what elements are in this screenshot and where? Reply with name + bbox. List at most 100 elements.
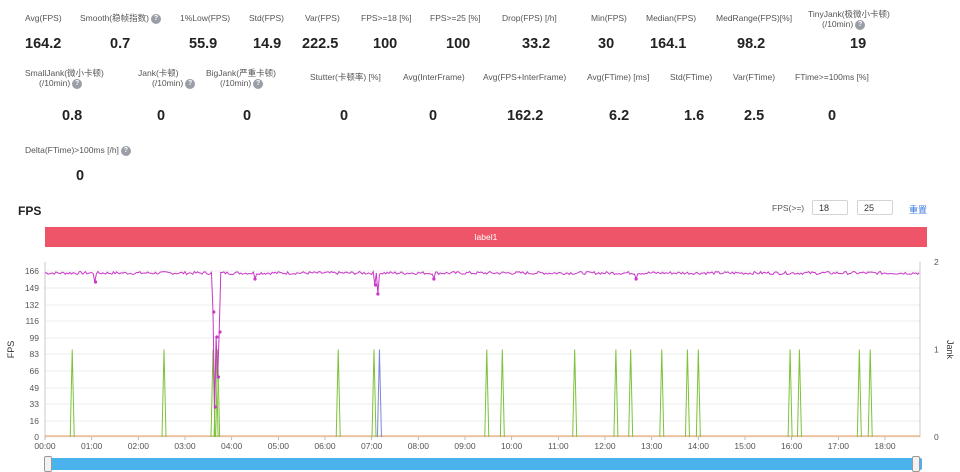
metric-label-text: FPS>=25 [%] xyxy=(430,13,481,23)
metric-label-text: SmallJank(微小卡顿) xyxy=(25,68,104,78)
metric-label-text: Avg(FPS) xyxy=(25,13,62,23)
y2-tick-label: 2 xyxy=(934,257,939,267)
x-tick-label: 18:00 xyxy=(874,441,896,451)
metric-label: 1%Low(FPS) xyxy=(180,13,230,23)
metric-value: 30 xyxy=(598,36,615,52)
y-axis-title: FPS xyxy=(6,341,16,359)
help-icon[interactable]: ? xyxy=(185,78,196,89)
x-tick-label: 08:00 xyxy=(408,441,430,451)
reset-link[interactable]: 重置 xyxy=(909,205,928,215)
metric-label-text: Drop(FPS) [/h] xyxy=(502,13,557,23)
y-tick-label: 49 xyxy=(30,383,40,393)
y2-tick-label: 1 xyxy=(934,345,939,355)
metric-value: 164.2 xyxy=(25,36,62,52)
x-tick-label: 07:00 xyxy=(361,441,383,451)
fps-threshold-input-2[interactable] xyxy=(857,200,893,215)
metric-value: 6.2 xyxy=(609,108,630,124)
help-icon[interactable]: ? xyxy=(253,78,264,89)
metric-label: Smooth(稳帧指数)? xyxy=(80,13,161,24)
metric-label-text: BigJank(严重卡顿) xyxy=(206,68,276,78)
metric-value: 98.2 xyxy=(737,36,766,52)
help-icon[interactable]: ? xyxy=(120,145,131,156)
jank-spike xyxy=(856,349,862,438)
metric-label-unit: (/10min) xyxy=(822,19,854,29)
metric-value: 33.2 xyxy=(522,36,551,52)
jank-spike xyxy=(335,349,341,438)
metric-label-text: Smooth(稳帧指数) xyxy=(80,13,149,23)
metric-label: Delta(FTime)>100ms [/h]? xyxy=(25,145,131,156)
help-icon[interactable]: ? xyxy=(72,78,83,89)
metric-value: 0 xyxy=(429,108,438,124)
jank-spike xyxy=(484,349,490,438)
slider-handle-left[interactable] xyxy=(44,456,52,472)
jank-spike xyxy=(371,349,377,438)
metric-value: 0 xyxy=(828,108,837,124)
metric-label: BigJank(严重卡顿) (/10min)? xyxy=(206,68,276,89)
x-tick-label: 11:00 xyxy=(548,441,569,451)
metric-label-unit: (/10min) xyxy=(220,78,252,88)
metric-label: FPS>=18 [%] xyxy=(361,13,412,23)
help-icon[interactable]: ? xyxy=(855,19,866,30)
y-tick-label: 33 xyxy=(30,399,40,409)
metric-label-text: Median(FPS) xyxy=(646,13,697,23)
metric-label-text: Delta(FTime)>100ms [/h] xyxy=(25,145,119,155)
metric-value: 0.7 xyxy=(110,36,131,52)
y-tick-label: 66 xyxy=(30,366,40,376)
metric-label-unit: (/10min) xyxy=(39,78,71,88)
metric-label-text: Min(FPS) xyxy=(591,13,627,23)
fps-line xyxy=(44,270,920,408)
fps-dip-point xyxy=(376,292,380,296)
metric-label-text: TinyJank(极微小卡顿) xyxy=(808,9,890,19)
metric-value: 100 xyxy=(446,36,471,52)
fps-dip-point xyxy=(373,283,378,287)
x-tick-label: 04:00 xyxy=(221,441,243,451)
metric-label: Avg(FPS+InterFrame) xyxy=(483,72,566,82)
y-tick-label: 83 xyxy=(30,349,40,359)
y-tick-label: 149 xyxy=(25,283,39,293)
jank-spike xyxy=(796,349,802,438)
metric-label: SmallJank(微小卡顿) (/10min)? xyxy=(25,68,104,89)
metric-label: TinyJank(极微小卡顿) (/10min)? xyxy=(808,9,890,30)
metric-value: 2.5 xyxy=(744,108,765,124)
x-tick-label: 05:00 xyxy=(268,441,290,451)
metric-label: Jank(卡顿) (/10min)? xyxy=(138,68,196,89)
help-icon[interactable]: ? xyxy=(150,13,161,24)
metric-value: 55.9 xyxy=(189,36,218,52)
metric-label: Stutter(卡顿率) [%] xyxy=(310,72,381,82)
metric-value: 0.8 xyxy=(62,108,83,124)
jank-spike xyxy=(69,349,75,438)
y-tick-label: 132 xyxy=(25,300,39,310)
metric-label: Std(FTime) xyxy=(670,72,712,82)
metric-label-text: Avg(FTime) [ms] xyxy=(587,72,650,82)
jank-spike xyxy=(695,349,701,438)
fps-dip-point xyxy=(216,375,221,379)
fps-threshold-label: FPS(>=) xyxy=(772,203,805,213)
metric-label-text: Std(FPS) xyxy=(249,13,284,23)
jank-spike xyxy=(376,349,382,438)
metric-label: Drop(FPS) [/h] xyxy=(502,13,557,23)
fps-dip-point xyxy=(93,280,98,284)
label-bar[interactable]: label1 xyxy=(45,227,927,247)
metric-label-text: Var(FTime) xyxy=(733,72,776,82)
x-tick-label: 15:00 xyxy=(734,441,756,451)
metric-label-text: Jank(卡顿) xyxy=(138,68,179,78)
y-tick-label: 116 xyxy=(25,316,39,326)
fps-dip-point xyxy=(432,277,436,281)
x-tick-label: 03:00 xyxy=(174,441,196,451)
jank-spike xyxy=(572,349,578,438)
y-tick-label: 166 xyxy=(25,266,39,276)
slider-handle-right[interactable] xyxy=(912,456,920,472)
metric-value: 0 xyxy=(340,108,349,124)
metric-value: 1.6 xyxy=(684,108,705,124)
metric-label: Median(FPS) xyxy=(646,13,696,23)
fps-threshold-input-1[interactable] xyxy=(812,200,848,215)
metric-label: Var(FPS) xyxy=(305,13,340,23)
x-tick-label: 12:00 xyxy=(594,441,616,451)
metric-label-unit: (/10min) xyxy=(152,78,184,88)
metric-value: 0 xyxy=(157,108,166,124)
x-tick-label: 16:00 xyxy=(781,441,803,451)
metric-label: Avg(InterFrame) xyxy=(403,72,465,82)
fps-dip-point xyxy=(634,277,638,281)
fps-chart: 0 16 33 49 66 83 99 116 132 149 166 0 1 2 00:00 01:00 02… xyxy=(6,257,955,451)
timeline-slider-track[interactable] xyxy=(46,458,922,470)
